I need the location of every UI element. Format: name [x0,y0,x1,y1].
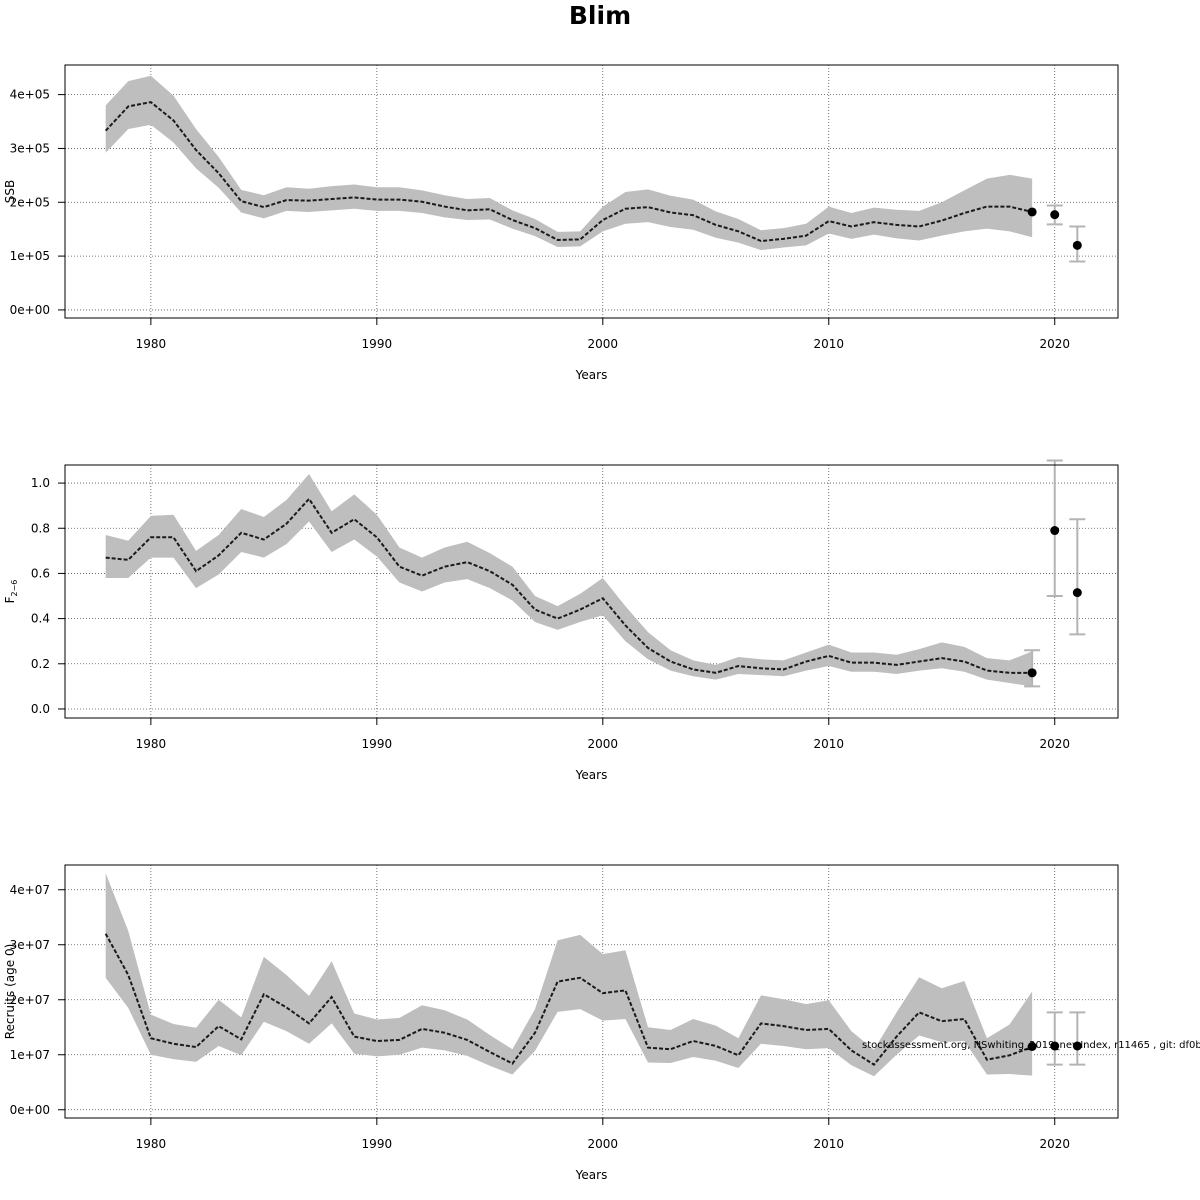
panel-ssb: 1980 1990 2000 2010 2020 0e+00 1e+05 2e+05 3e+05… [3,64,1119,382]
x-tick-label: 1980 [136,337,167,351]
panel-recruits: 1980 1990 2000 2010 2020 0e+00 1e+07 2e+07 3e+07… [3,864,1119,1182]
y-tick-label: 0.6 [31,566,50,580]
plot-frame [64,464,1119,719]
projection-point [1027,1042,1037,1051]
y-axis-label: Recruits (age 0) [3,944,17,1040]
y-tick-label: 3e+05 [10,141,50,155]
x-tick-label: 2000 [588,737,619,751]
confidence-band [105,474,1033,687]
x-tick-label: 1980 [136,1137,167,1151]
projection-point [1072,240,1082,250]
panel-fishing-mortality: 1980 1990 2000 2010 2020 0.0 0.2 0.4 0.6 0.8 1.0 Ye… [3,459,1119,782]
confidence-band [105,873,1033,1077]
plot-frame [64,864,1119,1119]
y-tick-label: 1e+07 [10,1048,50,1062]
x-tick-label: 1990 [362,737,393,751]
y-axis-label-subscript: 2−6 [10,580,19,597]
y-tick-label: 1.0 [31,476,50,490]
x-tick-label: 2020 [1039,337,1070,351]
watermark-text: stockassessment.org, NSwhiting_2019_newI… [862,1040,1200,1051]
y-tick-label: 1e+05 [10,249,50,263]
y-axis-label: F2−6 [3,580,19,604]
projection-point [1027,207,1037,217]
y-tick-label: 0.2 [31,657,50,671]
x-tick-label: 2010 [813,337,844,351]
y-axis-label: SSB [3,180,17,203]
y-tick-label: 0e+00 [10,303,50,317]
estimate-line [105,497,1033,674]
x-axis-label: Years [575,1168,608,1182]
x-tick-label: 2010 [813,737,844,751]
y-tick-label: 0.8 [31,521,50,535]
y-tick-label: 3e+07 [10,938,50,952]
x-tick-label: 1990 [362,337,393,351]
page-title: Blim [568,1,632,30]
plot-frame [64,64,1119,319]
projection-point [1050,210,1060,220]
projection-point [1050,1041,1060,1051]
y-tick-label: 4e+07 [10,883,50,897]
y-tick-label: 4e+05 [10,88,50,102]
x-tick-label: 2020 [1039,1137,1070,1151]
y-tick-label: 0.4 [31,612,50,626]
x-axis-label: Years [575,768,608,782]
x-tick-label: 2000 [588,337,619,351]
projection-point [1027,668,1037,678]
y-tick-label: 0e+00 [10,1103,50,1117]
estimate-line [104,101,1033,243]
x-tick-label: 2010 [813,1137,844,1151]
y-tick-label: 2e+05 [10,195,50,209]
x-tick-label: 1980 [136,737,167,751]
y-tick-label: 2e+07 [10,993,50,1007]
confidence-band [105,75,1033,251]
x-axis-label: Years [575,368,608,382]
projection-point [1072,588,1082,598]
x-tick-label: 1990 [362,1137,393,1151]
projection-point [1050,526,1060,536]
estimate-line [104,933,1033,1066]
x-tick-label: 2000 [588,1137,619,1151]
y-tick-label: 0.0 [31,702,50,716]
x-tick-label: 2020 [1039,737,1070,751]
projection-point [1072,1041,1082,1051]
